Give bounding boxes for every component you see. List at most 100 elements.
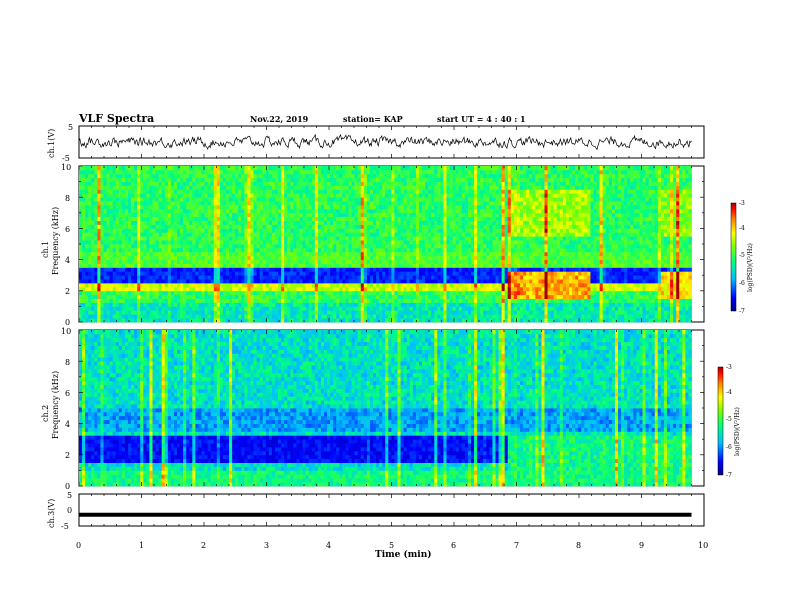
- spectrogram-cell: [305, 310, 310, 315]
- spectrogram-cell: [262, 286, 267, 292]
- spectrogram-cell: [109, 228, 114, 233]
- spectrogram-cell: [112, 244, 117, 249]
- spectrogram-cell: [259, 251, 264, 257]
- spectrogram-cell: [373, 228, 377, 233]
- spectrogram-cell: [394, 197, 398, 202]
- spectrogram-cell: [170, 247, 175, 253]
- spectrogram-cell: [293, 298, 297, 303]
- spectrogram-cell: [339, 259, 343, 264]
- spectrogram-cell: [109, 314, 114, 319]
- spectrogram-cell: [354, 197, 359, 202]
- spectrogram-cell: [449, 267, 454, 272]
- spectrogram-cell: [189, 279, 193, 284]
- spectrogram-cell: [100, 185, 104, 190]
- spectrogram-cell: [278, 294, 282, 299]
- spectrogram-cell: [317, 294, 322, 299]
- spectrogram-cell: [351, 201, 356, 206]
- spectrogram-cell: [428, 290, 432, 296]
- spectrogram-cell: [314, 255, 319, 260]
- spectrogram-cell: [143, 271, 147, 276]
- spectrogram-cell: [207, 181, 212, 186]
- spectrogram-cell: [235, 236, 239, 241]
- spectrogram-cell: [308, 294, 313, 299]
- spectrogram-cell: [155, 181, 160, 186]
- spectrogram-cell: [348, 259, 352, 264]
- spectrogram-cell: [128, 275, 132, 280]
- spectrogram-cell: [363, 166, 368, 171]
- spectrogram-cell: [146, 185, 150, 190]
- spectrogram-cell: [112, 181, 117, 186]
- spectrogram-cell: [79, 279, 83, 284]
- spectrogram-cell: [415, 247, 420, 253]
- spectrogram-cell: [222, 286, 227, 292]
- spectrogram-cell: [167, 236, 172, 241]
- spectrogram-cell: [106, 302, 111, 307]
- spectrogram-cell: [253, 216, 258, 221]
- spectrogram-cell: [422, 302, 426, 307]
- spectrogram-cell: [219, 220, 224, 225]
- spectrogram-cell: [412, 314, 417, 319]
- spectrogram-cell: [363, 279, 368, 284]
- spectrogram-cell: [247, 240, 251, 245]
- spectrogram-cell: [431, 205, 435, 210]
- spectrogram-cell: [85, 294, 89, 299]
- spectrogram-cell: [308, 232, 313, 237]
- spectrogram-cell: [369, 251, 374, 257]
- spectrogram-cell: [296, 298, 300, 303]
- spectrogram-cell: [222, 267, 227, 272]
- spectrogram-cell: [330, 244, 334, 249]
- spectrogram-cell: [161, 166, 166, 171]
- spectrogram-cell: [250, 205, 254, 210]
- spectrogram-cell: [406, 232, 411, 237]
- spectrogram-cell: [388, 177, 392, 182]
- spectrogram-cell: [458, 294, 463, 299]
- spectrogram-cell: [449, 220, 454, 225]
- spectrogram-cell: [91, 275, 95, 280]
- spectrogram-cell: [250, 259, 254, 264]
- spectrogram-cell: [124, 294, 129, 299]
- spectrogram-cell: [443, 208, 447, 214]
- spectrogram-cell: [434, 201, 438, 206]
- spectrogram-cell: [235, 169, 239, 175]
- spectrogram-cell: [434, 275, 438, 280]
- spectrogram-cell: [412, 247, 417, 253]
- spectrogram-cell: [204, 185, 209, 190]
- spectrogram-cell: [357, 232, 362, 237]
- spectrogram-cell: [443, 259, 447, 264]
- spectrogram-cell: [131, 302, 135, 307]
- spectrogram-cell: [259, 205, 264, 210]
- spectrogram-cell: [235, 302, 239, 307]
- spectrogram-cell: [354, 236, 359, 241]
- spectrogram-cell: [137, 212, 141, 218]
- spectrogram-cell: [348, 216, 352, 221]
- spectrogram-cell: [278, 193, 282, 198]
- spectrogram-cell: [431, 232, 435, 237]
- spectrogram-cell: [354, 220, 359, 225]
- spectrogram-cell: [363, 318, 368, 323]
- spectrogram-cell: [357, 240, 362, 245]
- spectrogram-cell: [305, 177, 310, 182]
- spectrogram-cell: [213, 208, 218, 214]
- spectrogram-cell: [177, 173, 181, 179]
- spectrogram-cell: [418, 228, 423, 233]
- spectrogram-cell: [434, 306, 438, 311]
- spectrogram-cell: [158, 286, 163, 292]
- spectrogram-cell: [222, 244, 227, 249]
- spectrogram-cell: [167, 197, 172, 202]
- spectrogram-cell: [91, 201, 95, 206]
- spectrogram-cell: [247, 259, 251, 264]
- spectrogram-cell: [268, 216, 273, 221]
- spectrogram-cell: [161, 232, 166, 237]
- spectrogram-cell: [275, 193, 279, 198]
- spectrogram-cell: [201, 240, 205, 245]
- spectrogram-cell: [314, 212, 319, 218]
- spectrogram-cell: [299, 208, 303, 214]
- spectrogram-cell: [121, 294, 126, 299]
- spectrogram-cell: [293, 169, 297, 175]
- spectrogram-cell: [91, 205, 95, 210]
- spectrogram-cell: [201, 177, 205, 182]
- spectrogram-cell: [250, 318, 254, 323]
- spectrogram-cell: [189, 251, 193, 257]
- spectrogram-cell: [143, 216, 147, 221]
- spectrogram-cell: [241, 224, 245, 229]
